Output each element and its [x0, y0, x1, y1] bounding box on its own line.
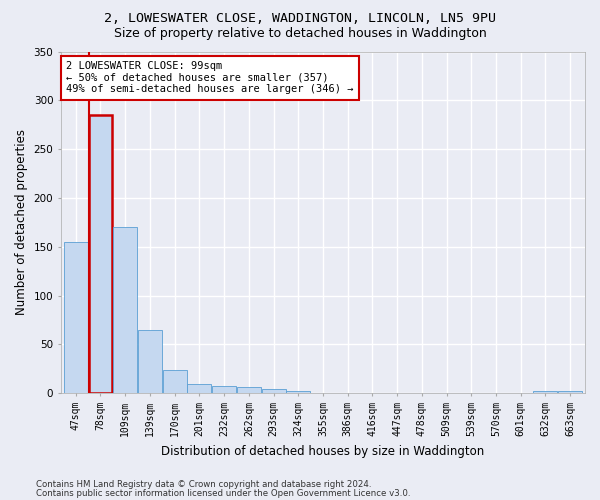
Bar [558, 392, 582, 394]
Bar [533, 392, 557, 394]
Bar [212, 386, 236, 394]
Text: Contains public sector information licensed under the Open Government Licence v3: Contains public sector information licen… [36, 489, 410, 498]
Text: Size of property relative to detached houses in Waddington: Size of property relative to detached ho… [113, 28, 487, 40]
Bar [138, 330, 162, 394]
Bar [262, 390, 286, 394]
Bar [187, 384, 211, 394]
X-axis label: Distribution of detached houses by size in Waddington: Distribution of detached houses by size … [161, 444, 485, 458]
Bar [113, 228, 137, 394]
Bar [163, 370, 187, 394]
Bar [64, 242, 88, 394]
Text: 2, LOWESWATER CLOSE, WADDINGTON, LINCOLN, LN5 9PU: 2, LOWESWATER CLOSE, WADDINGTON, LINCOLN… [104, 12, 496, 26]
Bar [237, 388, 261, 394]
Bar [89, 115, 112, 394]
Text: 2 LOWESWATER CLOSE: 99sqm
← 50% of detached houses are smaller (357)
49% of semi: 2 LOWESWATER CLOSE: 99sqm ← 50% of detac… [66, 62, 353, 94]
Bar [286, 392, 310, 394]
Text: Contains HM Land Registry data © Crown copyright and database right 2024.: Contains HM Land Registry data © Crown c… [36, 480, 371, 489]
Y-axis label: Number of detached properties: Number of detached properties [15, 130, 28, 316]
